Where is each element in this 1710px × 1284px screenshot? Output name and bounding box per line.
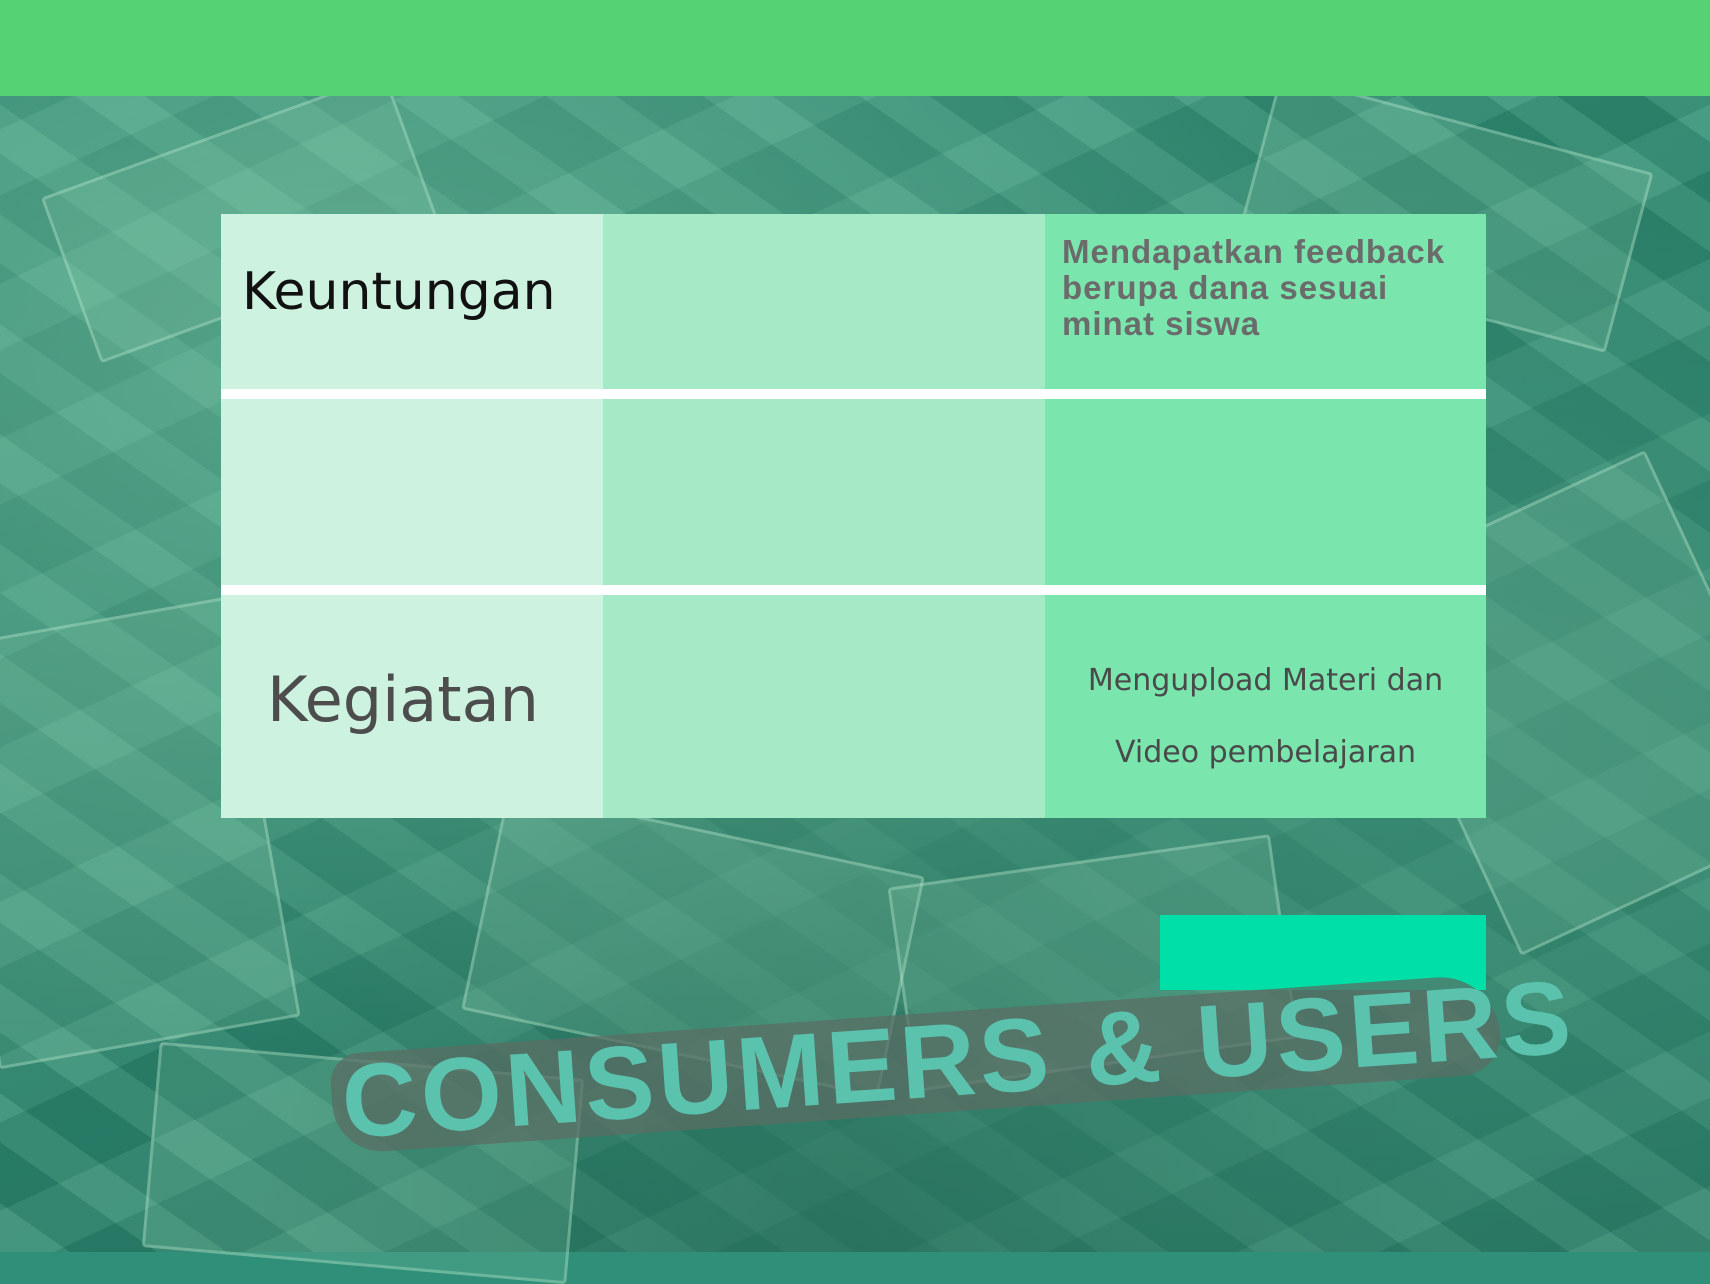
- row-label-cell: Kegiatan: [221, 595, 603, 818]
- description-cell: Mengupload Materi dan Video pembelajaran: [1045, 595, 1486, 818]
- description-line: berupa dana sesuai: [1062, 269, 1389, 306]
- row-divider: [221, 585, 1486, 595]
- middle-cell: [603, 595, 1045, 818]
- description-text: Mendapatkan feedback berupa dana sesuai …: [1062, 234, 1492, 342]
- table-row: Keuntungan Mendapatkan feedback berupa d…: [221, 214, 1486, 389]
- top-bar: [0, 0, 1710, 96]
- row-divider: [221, 389, 1486, 399]
- info-table: Keuntungan Mendapatkan feedback berupa d…: [221, 214, 1486, 818]
- description-text: Mengupload Materi dan Video pembelajaran: [1045, 645, 1486, 789]
- description-line: Mendapatkan feedback: [1062, 233, 1446, 270]
- row-label-cell: [221, 399, 603, 585]
- middle-cell: [603, 399, 1045, 585]
- table-row: [221, 399, 1486, 585]
- row-label: Kegiatan: [267, 663, 539, 736]
- description-line: Video pembelajaran: [1115, 735, 1416, 770]
- row-label: Keuntungan: [242, 262, 556, 322]
- description-line: minat siswa: [1062, 305, 1261, 342]
- description-cell: [1045, 399, 1486, 585]
- description-cell: Mendapatkan feedback berupa dana sesuai …: [1045, 214, 1486, 389]
- table-row: Kegiatan Mengupload Materi dan Video pem…: [221, 595, 1486, 818]
- middle-cell: [603, 214, 1045, 389]
- row-label-cell: Keuntungan: [221, 214, 603, 389]
- description-line: Mengupload Materi dan: [1087, 663, 1444, 698]
